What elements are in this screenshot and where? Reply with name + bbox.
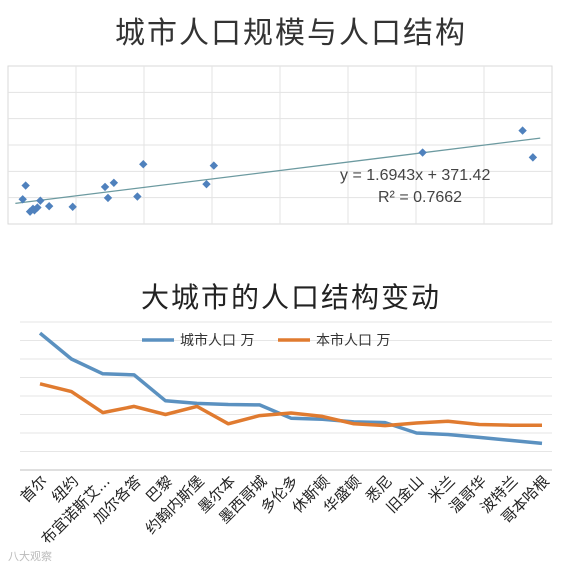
category-label: 首尔 [17, 472, 51, 506]
trendline-r2: R² = 0.7662 [378, 189, 462, 206]
scatter-point [209, 161, 219, 170]
trendline [15, 137, 541, 205]
scatter-point [139, 160, 148, 169]
legend-label-1: 城市人口 万 [180, 332, 254, 349]
scatter-chart-title: 城市人口规模与人口结构 [115, 16, 467, 51]
scatter-point [21, 181, 30, 190]
line-plot-area: 城市人口 万本市人口 万首尔纽约布宜诺斯艾...加尔各答巴黎约翰内斯堡墨尔本墨西… [17, 321, 553, 548]
scatter-point [133, 192, 142, 201]
legend-label-2: 本市人口 万 [316, 332, 390, 349]
scatter-point [36, 196, 45, 205]
series-line-2 [39, 382, 542, 428]
scatter-point [103, 193, 113, 203]
scatter-point [68, 202, 77, 212]
series-line-1 [38, 331, 543, 446]
line-chart-title: 大城市的人口结构变动 [140, 281, 441, 314]
scatter-point [18, 195, 27, 204]
scatter-point [109, 178, 119, 187]
scatter-point [202, 179, 211, 189]
trendline-equation: y = 1.6943x + 371.42 [340, 167, 490, 184]
scatter-point [100, 182, 110, 192]
scatter-point [528, 153, 538, 162]
scatter-plot-area: y = 1.6943x + 371.42 R² = 0.7662 [7, 65, 553, 225]
scatter-point [33, 203, 42, 212]
scatter-point [418, 148, 427, 157]
watermark: 八大观察 [8, 550, 52, 563]
scatter-point [518, 126, 527, 135]
scatter-point [44, 201, 54, 211]
